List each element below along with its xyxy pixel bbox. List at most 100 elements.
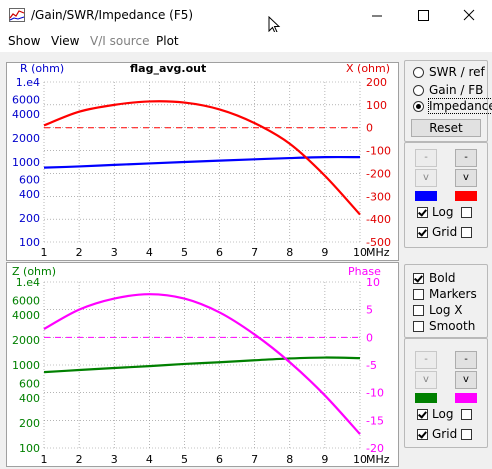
x-tick-label: 10 xyxy=(353,246,367,259)
left-tick-label: 100 xyxy=(19,442,40,455)
menu-plot[interactable]: Plot xyxy=(156,34,179,48)
right-tick-label: -500 xyxy=(366,236,391,249)
minimize-icon xyxy=(372,15,382,17)
x-tick-label: 7 xyxy=(251,453,258,466)
mode-group: SWR / ref Gain / FB Impedance Reset xyxy=(404,60,492,142)
top-right-up-button[interactable]: - xyxy=(455,149,477,167)
left-tick-label: 1.e4 xyxy=(16,76,40,89)
radio-swr-ref-dot xyxy=(413,67,424,78)
menu-vi-source[interactable]: V/I source xyxy=(90,34,150,48)
window-title: /Gain/SWR/Impedance (F5) xyxy=(31,8,194,22)
top-right-axis-label: X (ohm) xyxy=(346,62,390,75)
x-tick-label: 1 xyxy=(41,246,48,259)
left-tick-label: 2000 xyxy=(12,132,40,145)
left-tick-label: 6000 xyxy=(12,94,40,107)
maximize-button[interactable] xyxy=(400,0,446,32)
minimize-button[interactable] xyxy=(354,0,400,32)
radio-impedance-label: Impedance xyxy=(428,98,492,114)
x-tick-label: 5 xyxy=(181,453,188,466)
left-tick-label: 600 xyxy=(19,377,40,390)
smooth-checkbox[interactable] xyxy=(413,321,424,332)
x-tick-label: 2 xyxy=(76,453,83,466)
bottom-grid-left-checkbox[interactable] xyxy=(417,429,428,440)
x-tick-label: 8 xyxy=(286,453,293,466)
right-tick-label: 5 xyxy=(366,304,373,317)
left-tick-label: 4000 xyxy=(12,108,40,121)
bottom-x-unit: MHz xyxy=(366,453,390,466)
smooth-label: Smooth xyxy=(429,319,476,333)
title-bar[interactable]: /Gain/SWR/Impedance (F5) xyxy=(0,0,492,34)
bottom-right-axis-label: Phase xyxy=(348,265,381,278)
x-tick-label: 10 xyxy=(353,453,367,466)
client-area: 1 2 3 4 5 6 7 8 9 10 200 100 0 -100 -200 -300 -400 -500 1.… xyxy=(0,52,492,469)
bold-checkbox[interactable] xyxy=(413,273,424,284)
x-tick-label: 3 xyxy=(111,246,118,259)
menu-show[interactable]: Show xyxy=(8,34,41,48)
radio-gain-fb-label: Gain / FB xyxy=(429,83,484,97)
logx-checkbox[interactable] xyxy=(413,305,424,316)
chart-icon xyxy=(9,8,25,22)
bottom-left-up-button[interactable]: - xyxy=(415,351,437,369)
right-tick-label: -200 xyxy=(366,167,391,180)
left-tick-label: 6000 xyxy=(12,294,40,307)
left-tick-label: 200 xyxy=(19,212,40,225)
right-tick-label: -400 xyxy=(366,213,391,226)
bottom-grid-label: Grid xyxy=(432,427,458,441)
x-tick-label: 1 xyxy=(41,453,48,466)
top-plot-title: flag_avg.out xyxy=(130,62,206,75)
close-icon xyxy=(463,9,475,21)
bottom-log-label: Log xyxy=(432,407,454,421)
reset-button[interactable]: Reset xyxy=(411,119,481,137)
x-tick-label: 9 xyxy=(321,453,328,466)
top-right-color-swatch[interactable] xyxy=(455,191,477,201)
top-log-left-checkbox[interactable] xyxy=(417,207,428,218)
bot-left-series-line xyxy=(43,356,361,374)
bottom-plot-frame xyxy=(6,262,399,467)
bottom-plot: 1 2 3 4 5 6 7 8 9 10 10 5 0 -5 -10 -15 -20 1.e4 6000 4000 20… xyxy=(6,262,399,467)
right-tick-label: -5 xyxy=(366,359,377,372)
left-tick-label: 1000 xyxy=(12,359,40,372)
bottom-right-up-button[interactable]: - xyxy=(455,351,477,369)
left-tick-label: 200 xyxy=(19,417,40,430)
top-left-down-button[interactable]: v xyxy=(415,169,437,187)
radio-swr-ref-label: SWR / ref xyxy=(429,65,485,79)
menu-view[interactable]: View xyxy=(51,34,80,48)
markers-checkbox[interactable] xyxy=(413,289,424,300)
bottom-left-axis-label: Z (ohm) xyxy=(12,265,56,278)
top-left-up-button[interactable]: - xyxy=(415,149,437,167)
right-tick-label: 100 xyxy=(366,99,387,112)
menu-bar: Show View V/I source Plot xyxy=(0,32,492,52)
x-tick-label: 6 xyxy=(216,453,223,466)
close-button[interactable] xyxy=(446,0,492,32)
left-tick-label: 400 xyxy=(19,188,40,201)
top-log-right-checkbox[interactable] xyxy=(461,207,472,218)
bottom-plot-grid xyxy=(43,281,361,449)
bottom-left-down-button[interactable]: v xyxy=(415,371,437,389)
right-tick-label: -300 xyxy=(366,190,391,203)
bottom-curve-controls: - - v v Log Grid xyxy=(404,338,488,448)
top-plot: 1 2 3 4 5 6 7 8 9 102001000-100-200-300-400-5001.… xyxy=(6,62,399,261)
top-grid-right-checkbox[interactable] xyxy=(461,227,472,238)
right-tick-label: 200 xyxy=(366,76,387,89)
right-tick-label: 0 xyxy=(366,331,373,344)
top-left-color-swatch[interactable] xyxy=(415,191,437,201)
right-tick-label: 0 xyxy=(366,122,373,135)
x-tick-label: 6 xyxy=(216,246,223,259)
top-grid-label: Grid xyxy=(432,225,458,239)
x-tick-label: 7 xyxy=(251,246,258,259)
top-left-axis-label: R (ohm) xyxy=(20,62,64,75)
plot-area: 1 2 3 4 5 6 7 8 9 102001000-100-200-300-400-5001.… xyxy=(6,62,399,467)
bottom-left-color-swatch[interactable] xyxy=(415,393,437,403)
bottom-right-color-swatch[interactable] xyxy=(455,393,477,403)
bold-label: Bold xyxy=(429,271,456,285)
left-tick-label: 600 xyxy=(19,174,40,187)
maximize-icon xyxy=(418,10,429,21)
x-tick-label: 2 xyxy=(76,246,83,259)
bottom-grid-right-checkbox[interactable] xyxy=(461,429,472,440)
top-grid-left-checkbox[interactable] xyxy=(417,227,428,238)
markers-label: Markers xyxy=(429,287,477,301)
bottom-right-down-button[interactable]: v xyxy=(455,371,477,389)
top-right-down-button[interactable]: v xyxy=(455,169,477,187)
bottom-log-right-checkbox[interactable] xyxy=(461,409,472,420)
bottom-log-left-checkbox[interactable] xyxy=(417,409,428,420)
